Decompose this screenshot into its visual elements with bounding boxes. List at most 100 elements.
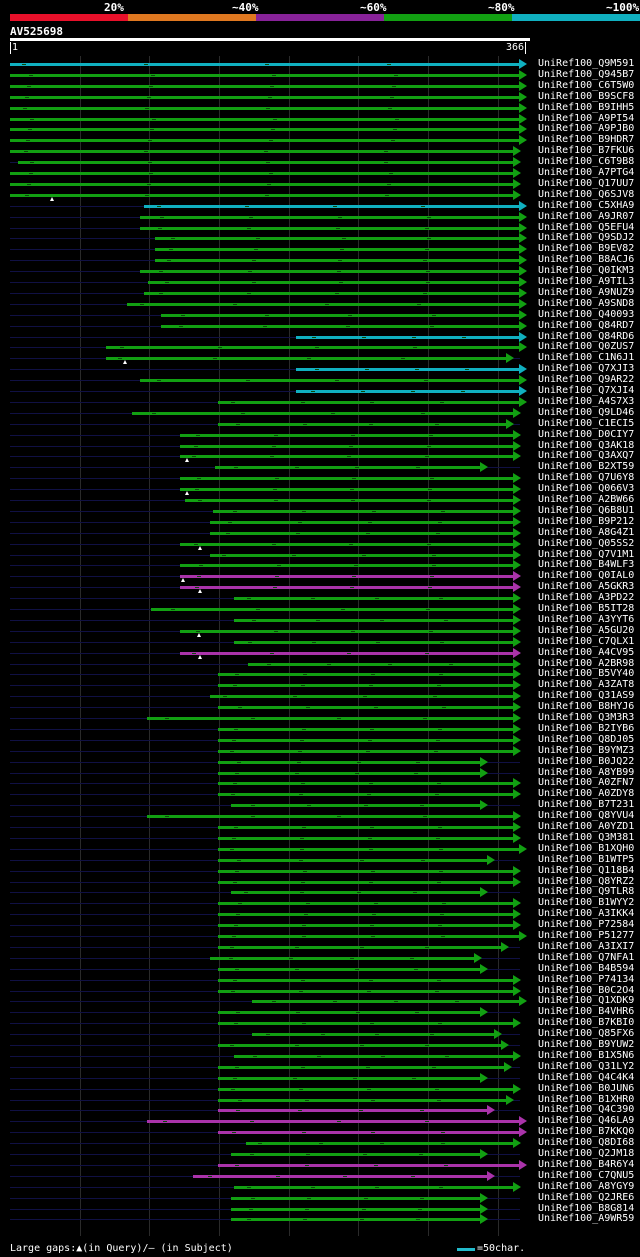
hit-label-link[interactable]: UniRef100_A9WR59: [538, 1213, 635, 1225]
hit-row[interactable]: UniRef100_B4B594: [0, 963, 640, 975]
hit-row[interactable]: UniRef100_A9JR07: [0, 211, 640, 223]
alignment-bar[interactable]: [180, 433, 515, 437]
alignment-bar[interactable]: [10, 172, 515, 175]
hit-row[interactable]: UniRef100_Q9TLR8: [0, 886, 640, 898]
alignment-bar[interactable]: [180, 564, 515, 568]
alignment-bar[interactable]: [155, 237, 520, 241]
hit-row[interactable]: UniRef100_Q05SS2: [0, 538, 640, 550]
alignment-bar[interactable]: [296, 390, 520, 393]
hit-row[interactable]: UniRef100_P72584: [0, 919, 640, 931]
hit-label-link[interactable]: UniRef100_Q84RD6: [538, 330, 635, 342]
hit-label-link[interactable]: UniRef100_C6T5W0: [538, 79, 635, 91]
hit-label-link[interactable]: UniRef100_A9PJB0: [538, 123, 635, 135]
hit-row[interactable]: UniRef100_Q46LA9: [0, 1115, 640, 1127]
hit-label-link[interactable]: UniRef100_A3PD22: [538, 592, 635, 604]
alignment-bar[interactable]: [218, 826, 515, 829]
hit-row[interactable]: UniRef100_Q8YRZ2: [0, 875, 640, 888]
hit-row[interactable]: UniRef100_Q7XJI4: [0, 385, 640, 397]
hit-row[interactable]: UniRef100_Q8DI68: [0, 1137, 640, 1149]
alignment-bar[interactable]: [218, 869, 515, 873]
hit-label-link[interactable]: UniRef100_B8ACJ6: [538, 254, 635, 266]
hit-row[interactable]: UniRef100_Q5EFU4: [0, 222, 640, 234]
alignment-bar[interactable]: [193, 1174, 488, 1178]
alignment-bar[interactable]: [180, 542, 515, 546]
hit-label-link[interactable]: UniRef100_Q6B8U1: [538, 504, 635, 516]
alignment-bar[interactable]: [218, 902, 515, 906]
hit-label-link[interactable]: UniRef100_A3IKK4: [538, 908, 635, 920]
alignment-bar[interactable]: [251, 1000, 520, 1004]
alignment-bar[interactable]: [10, 84, 520, 88]
hit-row[interactable]: UniRef100_B9YMZ3: [0, 745, 640, 757]
hit-label-link[interactable]: UniRef100_P72584: [538, 919, 635, 931]
hit-label-link[interactable]: UniRef100_A3ZAT8: [538, 679, 635, 691]
hit-row[interactable]: UniRef100_Q4C4K4: [0, 1072, 640, 1084]
hit-row[interactable]: UniRef100_B5VY40: [0, 668, 640, 680]
hit-row[interactable]: UniRef100_Q2JRE6: [0, 1192, 640, 1204]
hit-label-link[interactable]: UniRef100_B8HYJ6: [538, 701, 635, 713]
hit-label-link[interactable]: UniRef100_Q31AS9: [538, 690, 635, 702]
alignment-bar[interactable]: [139, 379, 520, 383]
alignment-bar[interactable]: [180, 575, 515, 579]
alignment-bar[interactable]: [10, 95, 520, 99]
hit-label-link[interactable]: UniRef100_Q9SDJ2: [538, 232, 635, 244]
hit-label-link[interactable]: UniRef100_Q40093: [538, 308, 635, 320]
alignment-bar[interactable]: [184, 499, 515, 502]
hit-label-link[interactable]: UniRef100_Q0IKM3: [538, 265, 635, 277]
hit-label-link[interactable]: UniRef100_A7PTG4: [538, 167, 635, 178]
hit-row[interactable]: UniRef100_Q31AS9: [0, 690, 640, 702]
hit-label-link[interactable]: UniRef100_B4R6Y4: [538, 1158, 635, 1170]
hit-row[interactable]: UniRef100_B1WTP5: [0, 854, 640, 866]
hit-row[interactable]: UniRef100_Q7U6Y8: [0, 472, 640, 484]
hit-row[interactable]: UniRef100_C6T5W0: [0, 79, 640, 92]
hit-row[interactable]: UniRef100_B9EV82: [0, 243, 640, 255]
alignment-bar[interactable]: [146, 717, 515, 720]
alignment-bar[interactable]: [218, 978, 515, 982]
hit-label-link[interactable]: UniRef100_B0JQ22: [538, 755, 635, 767]
hit-row[interactable]: UniRef100_B9IHH5: [0, 102, 640, 114]
hit-row[interactable]: UniRef100_C5XHA9: [0, 200, 640, 212]
hit-label-link[interactable]: UniRef100_Q7V1M1: [538, 548, 635, 560]
alignment-bar[interactable]: [218, 673, 515, 677]
hit-label-link[interactable]: UniRef100_Q8YRZ2: [538, 875, 635, 887]
hit-label-link[interactable]: UniRef100_Q6SJV8: [538, 188, 635, 200]
hit-row[interactable]: UniRef100_A9PI54: [0, 113, 640, 125]
alignment-bar[interactable]: [218, 1011, 481, 1015]
hit-row[interactable]: UniRef100_Q9M591: [0, 58, 640, 70]
hit-row[interactable]: UniRef100_Q6B8U1: [0, 504, 640, 517]
alignment-bar[interactable]: [180, 444, 515, 448]
hit-label-link[interactable]: UniRef100_B0JUN6: [538, 1082, 635, 1094]
hit-label-link[interactable]: UniRef100_B9EV82: [538, 243, 635, 255]
hit-label-link[interactable]: UniRef100_Q8DI68: [538, 1137, 635, 1149]
hit-label-link[interactable]: UniRef100_B2IYB6: [538, 722, 635, 734]
alignment-bar[interactable]: [180, 586, 515, 590]
hit-row[interactable]: UniRef100_Q9AR22: [0, 374, 640, 386]
alignment-bar[interactable]: [218, 913, 515, 917]
hit-row[interactable]: UniRef100_A9NUZ9: [0, 287, 640, 299]
alignment-bar[interactable]: [230, 804, 481, 808]
alignment-bar[interactable]: [230, 1207, 481, 1211]
alignment-bar[interactable]: [218, 858, 488, 862]
hit-label-link[interactable]: UniRef100_Q4C390: [538, 1104, 635, 1116]
hit-label-link[interactable]: UniRef100_D0CIY7: [538, 428, 635, 440]
hit-row[interactable]: UniRef100_B2IYB6: [0, 722, 640, 735]
alignment-bar[interactable]: [218, 727, 515, 731]
hit-row[interactable]: UniRef100_A8YB99: [0, 767, 640, 779]
hit-label-link[interactable]: UniRef100_Q3AK18: [538, 439, 635, 451]
alignment-bar[interactable]: [218, 684, 515, 688]
alignment-bar[interactable]: [233, 618, 515, 622]
hit-label-link[interactable]: UniRef100_B9P212: [538, 515, 635, 527]
alignment-bar[interactable]: [218, 1163, 520, 1167]
alignment-bar[interactable]: [233, 597, 515, 601]
hit-label-link[interactable]: UniRef100_C6T9B8: [538, 156, 635, 168]
alignment-bar[interactable]: [218, 1109, 488, 1113]
hit-label-link[interactable]: UniRef100_C1ECI5: [538, 417, 635, 429]
hit-row[interactable]: UniRef100_A9SND8: [0, 298, 640, 310]
alignment-bar[interactable]: [139, 270, 520, 274]
hit-row[interactable]: UniRef100_A5GU20: [0, 625, 640, 637]
hit-row[interactable]: UniRef100_B1WYY2: [0, 897, 640, 909]
hit-label-link[interactable]: UniRef100_B5IT28: [538, 603, 635, 614]
alignment-bar[interactable]: [180, 488, 515, 492]
hit-row[interactable]: UniRef100_A4CV95: [0, 647, 640, 659]
hit-row[interactable]: UniRef100_B9SCF8: [0, 91, 640, 103]
hit-label-link[interactable]: UniRef100_Q7NFA1: [538, 951, 635, 963]
